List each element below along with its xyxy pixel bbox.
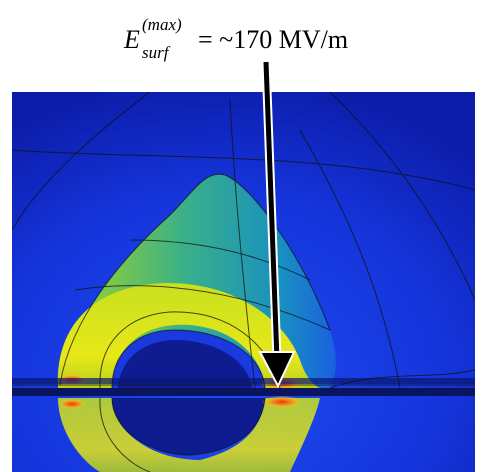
superscript: (max) (142, 15, 182, 34)
arrow (258, 61, 296, 389)
annotation: E (max) surf = ~170 MV/m (123, 15, 348, 62)
subscript: surf (142, 43, 171, 62)
symbol: E (123, 25, 140, 54)
value-text: = ~170 MV/m (198, 25, 348, 54)
field-plot (12, 92, 475, 472)
